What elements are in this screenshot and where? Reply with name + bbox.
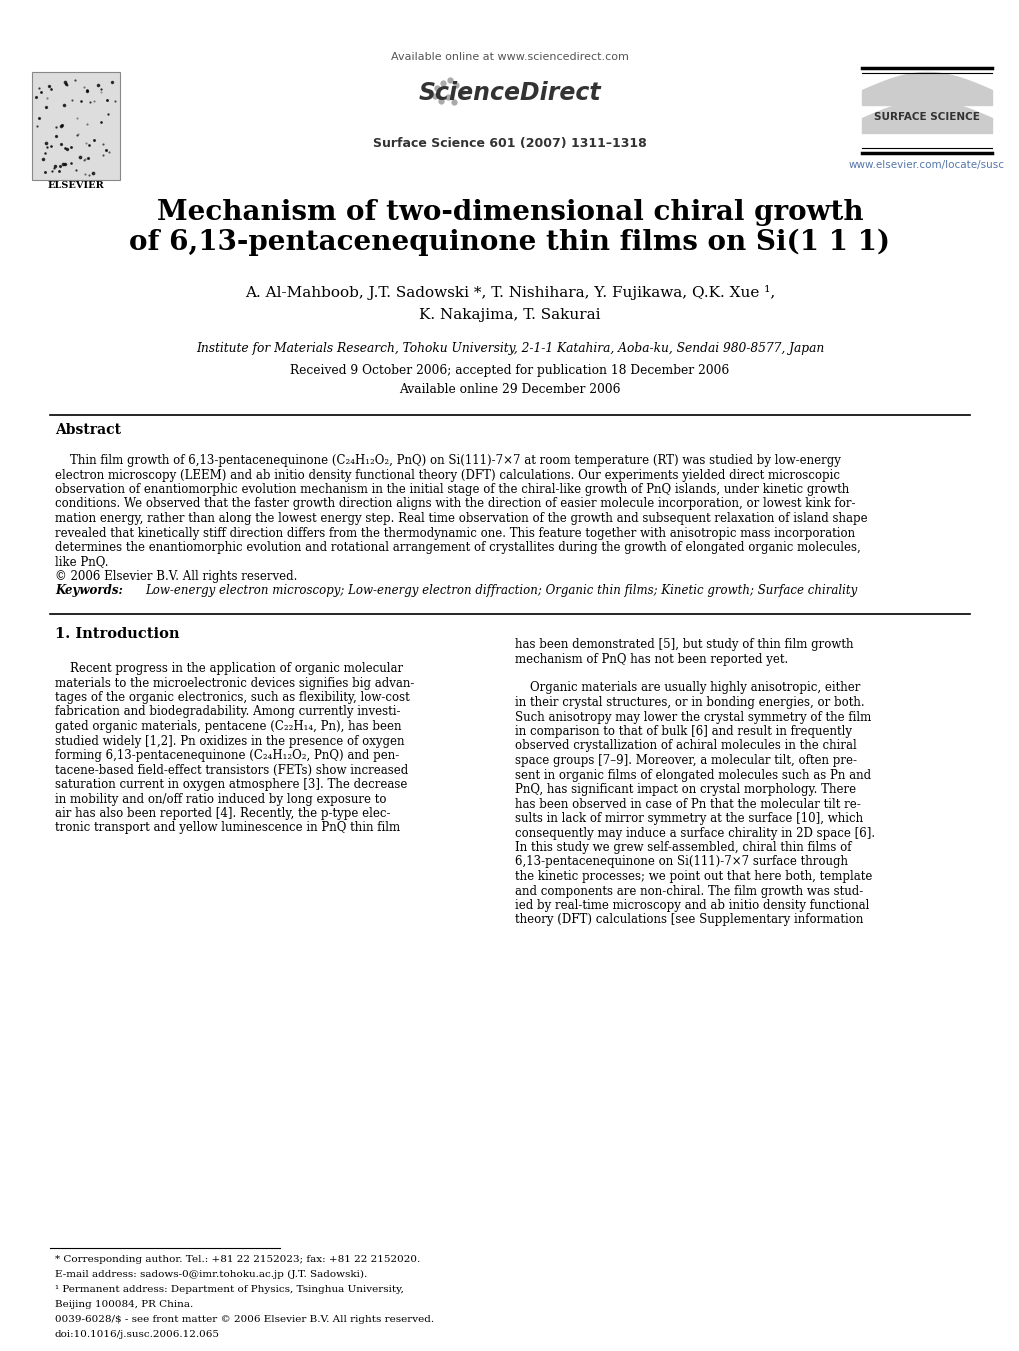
Text: PnQ, has significant impact on crystal morphology. There: PnQ, has significant impact on crystal m… [515,784,855,796]
Text: ScienceDirect: ScienceDirect [418,81,601,105]
Text: Thin film growth of 6,13-pentacenequinone (C₂₄H₁₂O₂, PnQ) on Si(111)-7×7 at room: Thin film growth of 6,13-pentacenequinon… [55,454,840,467]
Text: Mechanism of two-dimensional chiral growth: Mechanism of two-dimensional chiral grow… [157,199,862,226]
Text: observation of enantiomorphic evolution mechanism in the initial stage of the ch: observation of enantiomorphic evolution … [55,484,849,496]
Text: has been observed in case of Pn that the molecular tilt re-: has been observed in case of Pn that the… [515,797,860,811]
Text: forming 6,13-pentacenequinone (C₂₄H₁₂O₂, PnQ) and pen-: forming 6,13-pentacenequinone (C₂₄H₁₂O₂,… [55,748,398,762]
Text: mation energy, rather than along the lowest energy step. Real time observation o: mation energy, rather than along the low… [55,512,867,526]
Text: air has also been reported [4]. Recently, the p-type elec-: air has also been reported [4]. Recently… [55,807,390,820]
Text: Received 9 October 2006; accepted for publication 18 December 2006: Received 9 October 2006; accepted for pu… [290,363,729,377]
Text: Available online 29 December 2006: Available online 29 December 2006 [398,382,621,396]
Text: ied by real-time microscopy and ab initio density functional: ied by real-time microscopy and ab initi… [515,898,868,912]
Text: Such anisotropy may lower the crystal symmetry of the film: Such anisotropy may lower the crystal sy… [515,711,870,724]
Text: E-mail address: sadows-0@imr.tohoku.ac.jp (J.T. Sadowski).: E-mail address: sadows-0@imr.tohoku.ac.j… [55,1270,367,1279]
Text: in their crystal structures, or in bonding energies, or both.: in their crystal structures, or in bondi… [515,696,864,709]
Text: observed crystallization of achiral molecules in the chiral: observed crystallization of achiral mole… [515,739,856,753]
Text: www.elsevier.com/locate/susc: www.elsevier.com/locate/susc [848,159,1004,170]
Text: Surface Science 601 (2007) 1311–1318: Surface Science 601 (2007) 1311–1318 [373,136,646,150]
Text: 1. Introduction: 1. Introduction [55,627,179,640]
Text: tacene-based field-effect transistors (FETs) show increased: tacene-based field-effect transistors (F… [55,763,408,777]
Text: conditions. We observed that the faster growth direction aligns with the directi: conditions. We observed that the faster … [55,497,855,511]
Text: Keywords:: Keywords: [55,584,122,597]
Text: K. Nakajima, T. Sakurai: K. Nakajima, T. Sakurai [419,308,600,322]
Bar [32,72,120,180]
Text: doi:10.1016/j.susc.2006.12.065: doi:10.1016/j.susc.2006.12.065 [55,1329,220,1339]
Text: electron microscopy (LEEM) and ab initio density functional theory (DFT) calcula: electron microscopy (LEEM) and ab initio… [55,469,840,481]
Text: Low-energy electron microscopy; Low-energy electron diffraction; Organic thin fi: Low-energy electron microscopy; Low-ener… [145,584,856,597]
Text: Beijing 100084, PR China.: Beijing 100084, PR China. [55,1300,193,1309]
Text: the kinetic processes; we point out that here both, template: the kinetic processes; we point out that… [515,870,871,884]
Text: Abstract: Abstract [55,423,121,436]
Text: ¹ Permanent address: Department of Physics, Tsinghua University,: ¹ Permanent address: Department of Physi… [55,1285,404,1294]
Text: A. Al-Mahboob, J.T. Sadowski *, T. Nishihara, Y. Fujikawa, Q.K. Xue ¹,: A. Al-Mahboob, J.T. Sadowski *, T. Nishi… [245,285,774,300]
Text: of 6,13-pentacenequinone thin films on Si(1 1 1): of 6,13-pentacenequinone thin films on S… [129,228,890,255]
Text: theory (DFT) calculations [see Supplementary information: theory (DFT) calculations [see Supplemen… [515,913,862,927]
Text: saturation current in oxygen atmosphere [3]. The decrease: saturation current in oxygen atmosphere … [55,778,407,790]
Text: in mobility and on/off ratio induced by long exposure to: in mobility and on/off ratio induced by … [55,793,386,805]
Text: materials to the microelectronic devices signifies big advan-: materials to the microelectronic devices… [55,677,414,689]
Text: In this study we grew self-assembled, chiral thin films of: In this study we grew self-assembled, ch… [515,842,851,854]
Text: ELSEVIER: ELSEVIER [48,181,104,190]
Text: tronic transport and yellow luminescence in PnQ thin film: tronic transport and yellow luminescence… [55,821,399,835]
Text: determines the enantiomorphic evolution and rotational arrangement of crystallit: determines the enantiomorphic evolution … [55,540,860,554]
Text: studied widely [1,2]. Pn oxidizes in the presence of oxygen: studied widely [1,2]. Pn oxidizes in the… [55,735,405,747]
Text: Organic materials are usually highly anisotropic, either: Organic materials are usually highly ani… [515,681,860,694]
Text: Institute for Materials Research, Tohoku University, 2-1-1 Katahira, Aoba-ku, Se: Institute for Materials Research, Tohoku… [196,342,823,355]
Text: consequently may induce a surface chirality in 2D space [6].: consequently may induce a surface chiral… [515,827,874,839]
Text: Recent progress in the application of organic molecular: Recent progress in the application of or… [55,662,403,676]
Text: * Corresponding author. Tel.: +81 22 2152023; fax: +81 22 2152020.: * Corresponding author. Tel.: +81 22 215… [55,1255,420,1265]
Text: has been demonstrated [5], but study of thin film growth: has been demonstrated [5], but study of … [515,638,853,651]
Text: gated organic materials, pentacene (C₂₂H₁₄, Pn), has been: gated organic materials, pentacene (C₂₂H… [55,720,401,734]
Text: fabrication and biodegradability. Among currently investi-: fabrication and biodegradability. Among … [55,705,400,719]
Text: sent in organic films of elongated molecules such as Pn and: sent in organic films of elongated molec… [515,769,870,781]
Text: space groups [7–9]. Moreover, a molecular tilt, often pre-: space groups [7–9]. Moreover, a molecula… [515,754,856,767]
Text: like PnQ.: like PnQ. [55,555,108,569]
Text: mechanism of PnQ has not been reported yet.: mechanism of PnQ has not been reported y… [515,653,788,666]
Text: SURFACE SCIENCE: SURFACE SCIENCE [873,112,979,122]
Text: Available online at www.sciencedirect.com: Available online at www.sciencedirect.co… [390,51,629,62]
Text: 6,13-pentacenequinone on Si(111)-7×7 surface through: 6,13-pentacenequinone on Si(111)-7×7 sur… [515,855,847,869]
Text: 0039-6028/$ - see front matter © 2006 Elsevier B.V. All rights reserved.: 0039-6028/$ - see front matter © 2006 El… [55,1315,434,1324]
Text: tages of the organic electronics, such as flexibility, low-cost: tages of the organic electronics, such a… [55,690,410,704]
Text: and components are non-chiral. The film growth was stud-: and components are non-chiral. The film … [515,885,862,897]
Text: in comparison to that of bulk [6] and result in frequently: in comparison to that of bulk [6] and re… [515,725,851,738]
Text: © 2006 Elsevier B.V. All rights reserved.: © 2006 Elsevier B.V. All rights reserved… [55,570,298,584]
Text: sults in lack of mirror symmetry at the surface [10], which: sults in lack of mirror symmetry at the … [515,812,862,825]
Text: revealed that kinetically stiff direction differs from the thermodynamic one. Th: revealed that kinetically stiff directio… [55,527,854,539]
